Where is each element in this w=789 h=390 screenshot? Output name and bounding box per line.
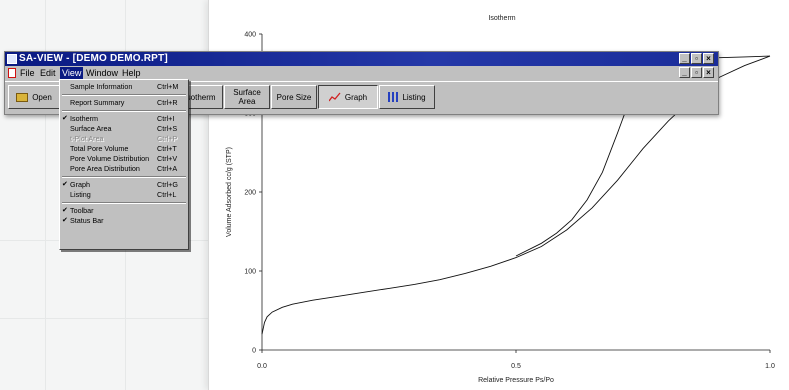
view-menu-item-listing[interactable]: Listing Ctrl+L [60, 190, 188, 200]
menu-bar: File Edit View Window Help _ ▫ × [5, 66, 718, 80]
menu-item-shortcut: Ctrl+L [157, 190, 177, 199]
menu-item-shortcut: Ctrl+G [157, 180, 178, 189]
menu-item-label: Status Bar [70, 216, 104, 225]
close-button[interactable]: × [703, 53, 714, 64]
menu-help[interactable]: Help [122, 68, 141, 78]
title-bar[interactable]: SA-VIEW - [DEMO DEMO.RPT] _ ▫ × [5, 52, 718, 66]
app-icon[interactable] [7, 54, 17, 64]
menu-separator [62, 176, 186, 178]
window-title: SA-VIEW - [DEMO DEMO.RPT] [19, 53, 168, 64]
series-line-adsorption [261, 55, 771, 335]
graph-button[interactable]: Graph [318, 85, 378, 109]
view-menu-item-t-plot-area: t-Plot Area Ctrl+P [60, 134, 188, 144]
view-menu-item-toolbar[interactable]: ✔ Toolbar [60, 206, 188, 216]
view-menu-item-surface-area[interactable]: Surface Area Ctrl+S [60, 124, 188, 134]
view-menu-item-isotherm[interactable]: ✔ Isotherm Ctrl+I [60, 114, 188, 124]
menu-separator [62, 110, 186, 112]
listing-label: Listing [402, 92, 426, 102]
view-menu-item-report-summary[interactable]: Report Summary Ctrl+R [60, 98, 188, 108]
pore-size-label: Pore Size [276, 92, 312, 102]
y-tick-label: 400 [244, 32, 256, 39]
isotherm-chart: Isotherm 01002003004000.00.51.0 Relative… [226, 15, 775, 384]
graph-icon [328, 92, 341, 102]
menu-window[interactable]: Window [86, 68, 119, 78]
x-tick-label: 1.0 [765, 363, 775, 370]
minimize-button[interactable]: _ [679, 53, 690, 64]
y-tick-label: 200 [244, 190, 256, 197]
checkmark-icon: ✔ [62, 207, 68, 214]
menu-item-shortcut: Ctrl+T [157, 144, 177, 153]
checkmark-icon: ✔ [62, 115, 68, 122]
menu-item-shortcut: Ctrl+M [157, 82, 179, 91]
surface-area-label-1: Surface [233, 88, 261, 97]
menu-edit[interactable]: Edit [40, 68, 56, 78]
document-window-controls: _ ▫ × [679, 67, 714, 78]
view-menu-item-pore-volume-distribution[interactable]: Pore Volume Distribution Ctrl+V [60, 154, 188, 164]
y-tick-label: 0 [252, 348, 256, 355]
y-tick-label: 100 [244, 269, 256, 276]
view-menu-item-pore-area-distribution[interactable]: Pore Area Distribution Ctrl+A [60, 164, 188, 174]
menu-item-label: Toolbar [70, 206, 94, 215]
surface-area-button[interactable]: Surface Area [224, 85, 270, 109]
menu-separator [62, 202, 186, 204]
menu-item-shortcut: Ctrl+I [157, 114, 175, 123]
open-label: Open [32, 92, 52, 102]
window-controls: _ ▫ × [679, 53, 714, 64]
checkmark-icon: ✔ [62, 217, 68, 224]
listing-icon [388, 92, 399, 102]
menu-separator [62, 94, 186, 96]
view-menu-item-sample-information[interactable]: Sample Information Ctrl+M [60, 82, 188, 92]
maximize-button[interactable]: ▫ [691, 53, 702, 64]
folder-open-icon [16, 92, 29, 102]
view-menu-item-status-bar[interactable]: ✔ Status Bar [60, 216, 188, 226]
doc-minimize-button[interactable]: _ [679, 67, 690, 78]
chart-title: Isotherm [488, 15, 515, 22]
menu-item-label: Listing [70, 190, 91, 199]
menu-item-shortcut: Ctrl+A [157, 164, 178, 173]
menu-item-shortcut: Ctrl+S [157, 124, 178, 133]
menu-item-label: t-Plot Area [70, 134, 104, 143]
menu-item-shortcut: Ctrl+V [157, 154, 178, 163]
view-menu-item-total-pore-volume[interactable]: Total Pore Volume Ctrl+T [60, 144, 188, 154]
x-axis-label: Relative Pressure Ps/Po [478, 377, 554, 384]
menu-item-label: Pore Volume Distribution [70, 154, 150, 163]
menu-item-label: Surface Area [70, 124, 112, 133]
y-axis-label: Volume Adsorbed cc/g (STP) [226, 147, 233, 237]
background-gridline [45, 0, 46, 390]
menu-item-label: Sample Information [70, 82, 133, 91]
menu-file[interactable]: File [20, 68, 35, 78]
surface-area-label-2: Area [238, 97, 256, 106]
doc-restore-button[interactable]: ▫ [691, 67, 702, 78]
pore-size-button[interactable]: Pore Size [271, 85, 317, 109]
menu-item-label: Graph [70, 180, 90, 189]
open-button[interactable]: Open [8, 85, 60, 109]
menu-item-shortcut: Ctrl+R [157, 98, 178, 107]
doc-close-button[interactable]: × [703, 67, 714, 78]
view-menu-dropdown: Sample Information Ctrl+M Report Summary Ct… [59, 79, 189, 250]
view-menu-item-graph[interactable]: ✔ Graph Ctrl+G [60, 180, 188, 190]
menu-item-label: Report Summary [70, 98, 125, 107]
x-tick-label: 0.5 [511, 363, 521, 370]
x-tick-label: 0.0 [257, 363, 267, 370]
menu-item-shortcut: Ctrl+P [157, 134, 178, 143]
graph-label: Graph [344, 92, 368, 102]
menu-view[interactable]: View [60, 67, 84, 79]
listing-button[interactable]: Listing [379, 85, 435, 109]
menu-item-label: Total Pore Volume [70, 144, 129, 153]
menu-item-label: Pore Area Distribution [70, 164, 140, 173]
document-icon[interactable] [8, 68, 16, 78]
checkmark-icon: ✔ [62, 181, 68, 188]
menu-item-label: Isotherm [70, 114, 98, 123]
isotherm-label: Isotherm [184, 92, 216, 102]
